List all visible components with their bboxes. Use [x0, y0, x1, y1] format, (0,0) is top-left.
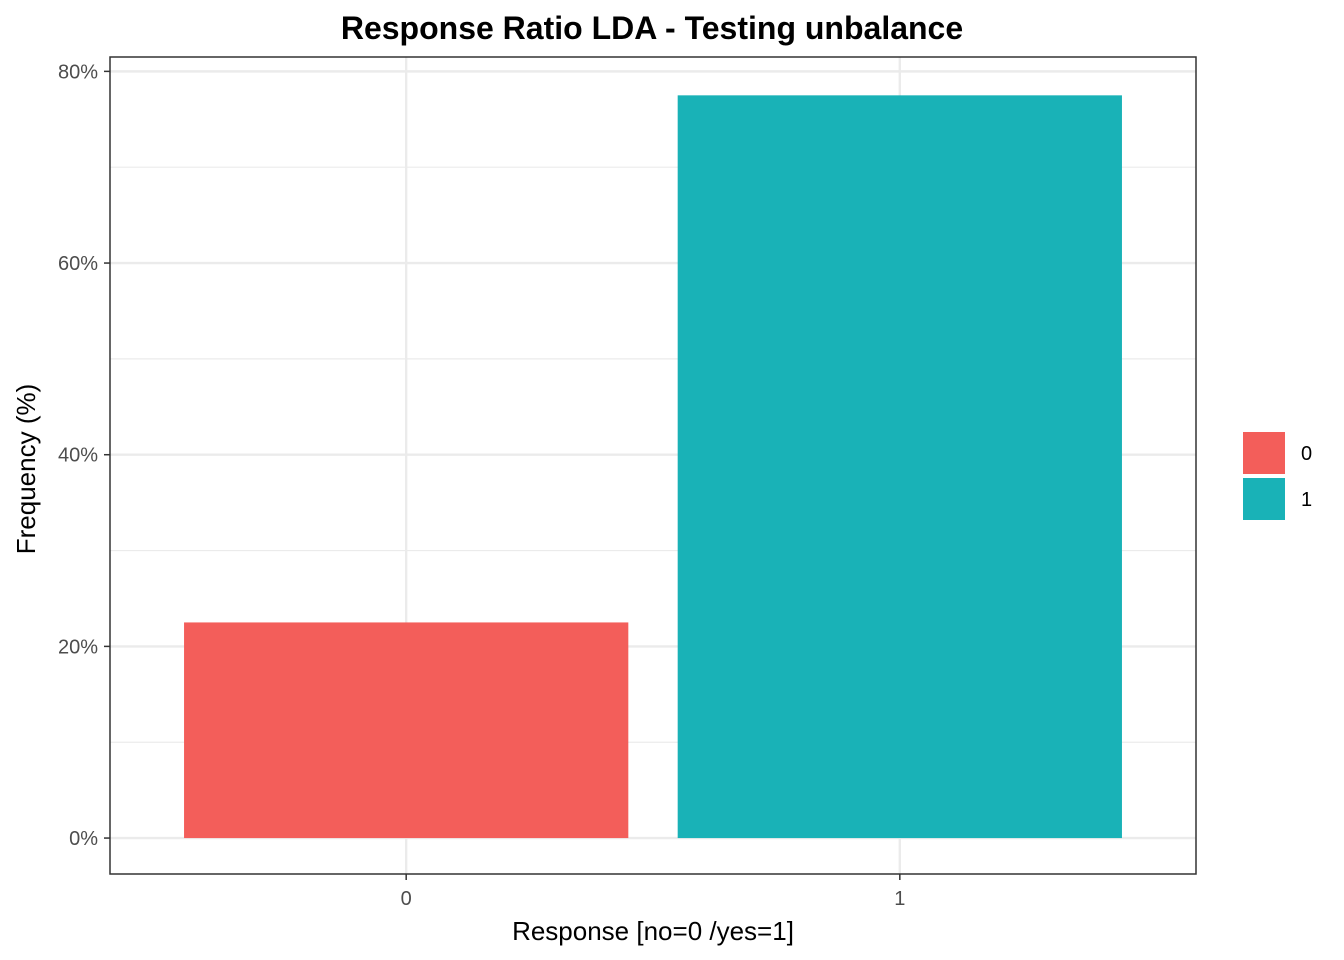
y-tick-label: 20%	[58, 636, 98, 658]
y-tick-label: 80%	[58, 61, 98, 83]
y-axis-title: Frequency (%)	[11, 384, 41, 555]
legend-label: 1	[1301, 489, 1312, 511]
legend-key	[1243, 432, 1285, 474]
y-tick-label: 60%	[58, 253, 98, 275]
chart-title: Response Ratio LDA - Testing unbalance	[341, 10, 963, 46]
x-tick-label: 1	[894, 888, 905, 910]
bar	[677, 95, 1122, 839]
legend: 01	[1243, 432, 1312, 520]
x-axis-title: Response [no=0 /yes=1]	[512, 916, 794, 946]
y-tick-label: 40%	[58, 445, 98, 467]
legend-key	[1243, 478, 1285, 520]
legend-label: 0	[1301, 443, 1312, 465]
x-tick-label: 0	[401, 888, 412, 910]
y-axis: 0% 20% 40% 60% 80%	[58, 61, 110, 850]
y-tick-label: 0%	[69, 828, 98, 850]
bars	[184, 95, 1122, 839]
bar	[184, 622, 629, 839]
plot-border	[109, 56, 1197, 875]
